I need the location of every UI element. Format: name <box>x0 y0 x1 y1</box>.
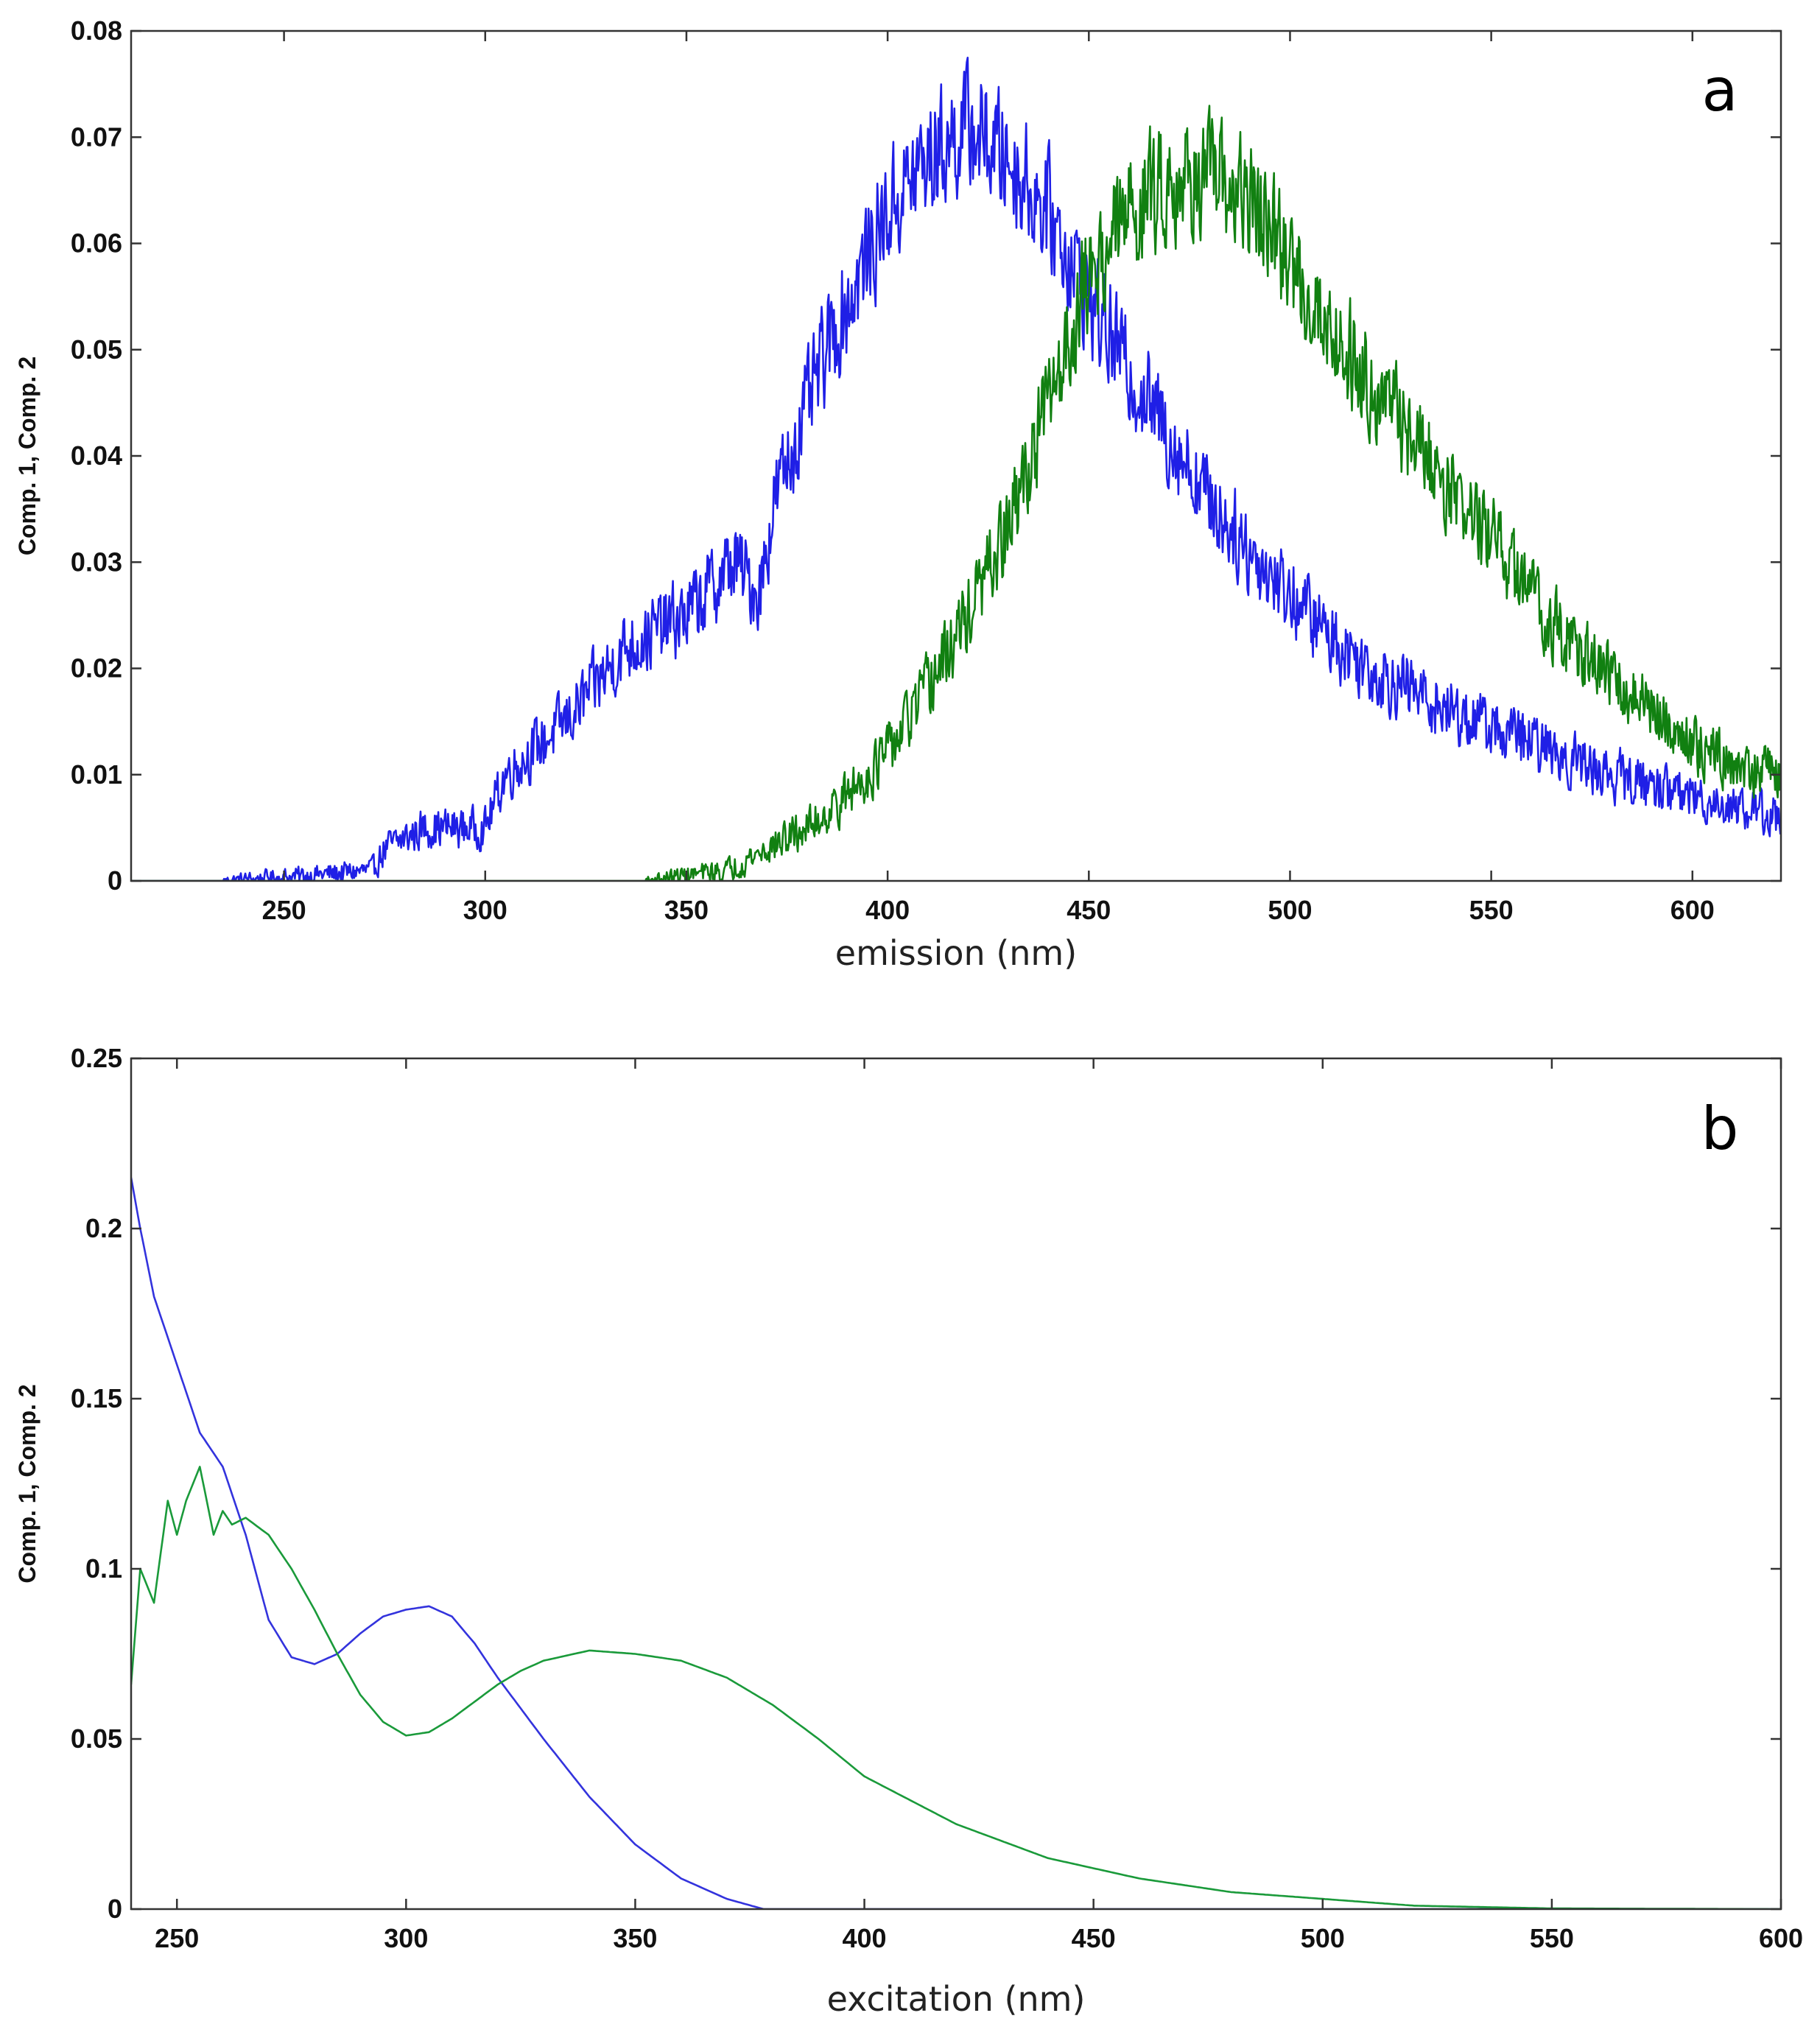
y-tick-label: 0.05 <box>71 1723 122 1754</box>
y-tick-label: 0.04 <box>71 440 122 471</box>
y-tick-label: 0.03 <box>71 547 122 577</box>
x-tick-label: 300 <box>384 1923 428 1953</box>
y-tick-label: 0.1 <box>85 1553 122 1584</box>
panel-b: 250 300 350 400 450 500 550 600 0 0.05 0.1 0.15 0.2 0… <box>14 1043 1803 2019</box>
x-tick-label: 250 <box>262 895 306 925</box>
x-tick-label: 350 <box>613 1923 657 1953</box>
y-tick-label: 0.15 <box>71 1383 122 1413</box>
y-axis-title: Comp. 1, Comp. 2 <box>14 356 41 555</box>
x-tick-label: 500 <box>1301 1923 1345 1953</box>
series-comp-2-line <box>131 1466 1781 1909</box>
x-tick-label: 400 <box>865 895 910 925</box>
x-tick-label: 550 <box>1469 895 1514 925</box>
x-tick-label: 500 <box>1268 895 1312 925</box>
y-tick-label: 0.2 <box>85 1213 122 1243</box>
x-tick-label: 400 <box>843 1923 887 1953</box>
y-tick-label: 0.01 <box>71 759 122 790</box>
x-tick-label: 450 <box>1067 895 1111 925</box>
series-comp-2-line <box>131 105 1781 881</box>
panel-letter: a <box>1701 56 1738 124</box>
x-tick-label: 250 <box>155 1923 199 1953</box>
x-tick-label: 600 <box>1670 895 1715 925</box>
y-tick-label: 0 <box>108 1894 122 1924</box>
x-tick-label: 600 <box>1759 1923 1803 1953</box>
y-tick-label: 0 <box>108 865 122 896</box>
plot-frame <box>130 1057 1782 1911</box>
x-tick-label: 300 <box>463 895 507 925</box>
panel-a: 250 300 350 400 450 500 550 600 0 0.01 0.02 0.03 0.0… <box>14 15 1782 973</box>
y-tick-label: 0.07 <box>71 122 122 152</box>
x-tick-label: 450 <box>1072 1923 1116 1953</box>
y-tick-label: 0.25 <box>71 1043 122 1073</box>
y-axis-title: Comp. 1, Comp. 2 <box>14 1384 41 1583</box>
panel-letter: b <box>1701 1094 1739 1163</box>
y-tick-label: 0.06 <box>71 228 122 259</box>
x-axis-title: excitation (nm) <box>827 1979 1086 2019</box>
x-tick-label: 550 <box>1530 1923 1574 1953</box>
x-axis-title: emission (nm) <box>835 933 1077 973</box>
series-comp-1-line <box>131 1177 1781 1909</box>
y-tick-label: 0.08 <box>71 15 122 46</box>
series-comp-1-line <box>131 57 1781 881</box>
y-tick-label: 0.02 <box>71 653 122 684</box>
y-tick-label: 0.05 <box>71 334 122 365</box>
plot-frame <box>130 29 1782 882</box>
x-tick-label: 350 <box>664 895 709 925</box>
